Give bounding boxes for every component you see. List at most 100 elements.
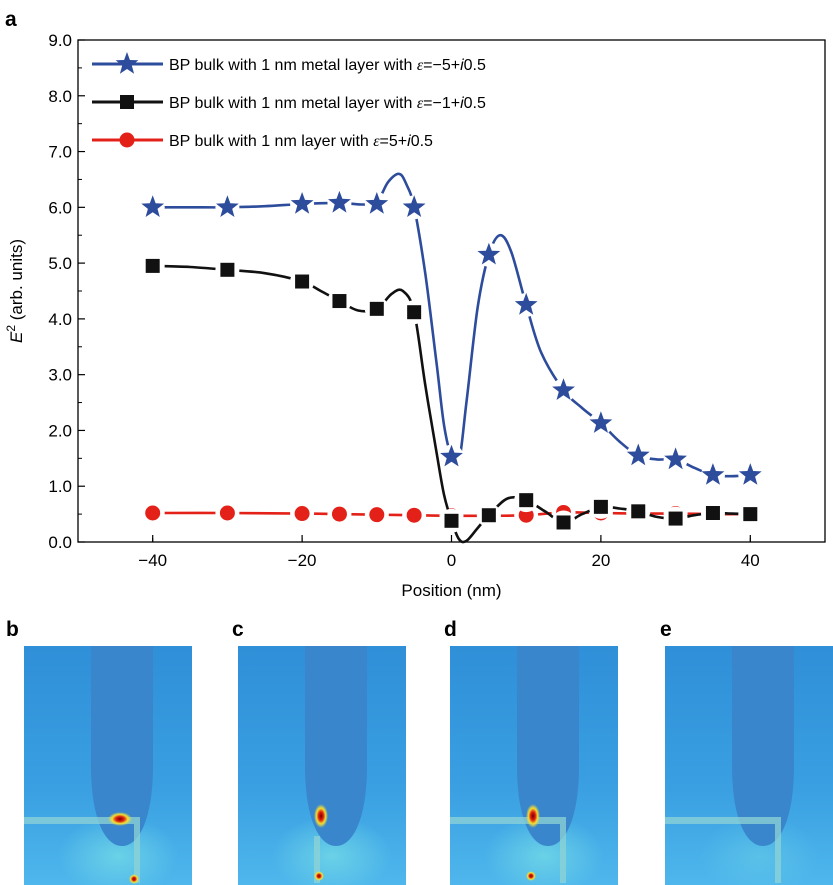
- data-point-square: [593, 499, 608, 514]
- legend-label-prefix: BP bulk with 1 nm metal layer with: [169, 57, 417, 74]
- inset-gutter: [641, 646, 665, 885]
- data-point-star: [477, 242, 501, 265]
- data-point-square: [332, 294, 347, 309]
- inset-panel-b: [0, 646, 192, 885]
- field-map-e: [641, 646, 833, 885]
- data-point-circle: [369, 507, 385, 523]
- legend-label-suffix: 0.5: [464, 57, 486, 74]
- y-axis-label-exponent: 2: [4, 325, 18, 332]
- metal-layer-side: [314, 836, 320, 883]
- legend-label-epsilon: ε: [417, 95, 424, 112]
- data-point-square: [668, 511, 683, 526]
- y-tick-label: 7.0: [48, 143, 72, 162]
- data-point-circle: [294, 506, 310, 522]
- data-point-star: [290, 192, 314, 214]
- legend-label: BP bulk with 1 nm metal layer with ε=−1+…: [169, 95, 486, 112]
- x-tick-label: −40: [138, 551, 167, 570]
- y-tick-label: 1.0: [48, 477, 72, 496]
- y-tick-label: 0.0: [48, 533, 72, 552]
- series-line-square: [152, 264, 751, 544]
- inset-panel-c: [214, 646, 406, 885]
- data-point-square: [444, 513, 459, 528]
- hotspot: [526, 804, 540, 828]
- series-line-star: [152, 172, 751, 478]
- y-tick-label: 4.0: [48, 310, 72, 329]
- series-square: [140, 253, 763, 544]
- data-point-star: [626, 443, 650, 466]
- data-point-circle: [406, 507, 422, 523]
- tip-shape: [91, 646, 153, 846]
- metal-layer: [665, 817, 775, 824]
- field-glow: [699, 816, 819, 885]
- data-point-square: [556, 515, 571, 530]
- x-tick-label: −20: [288, 551, 317, 570]
- data-point-square: [631, 504, 646, 519]
- data-point-star: [440, 444, 463, 467]
- metal-layer: [24, 817, 134, 824]
- hotspot: [314, 804, 328, 828]
- panel-b-label: b: [6, 618, 19, 641]
- hotspot-small: [129, 874, 139, 884]
- tip-shape: [517, 646, 579, 846]
- axes: −40 −20 0 20 40 0.0 1.0 2.0 3.0 4.0 5.0 6.0 7.0 8.0 9.…: [4, 31, 826, 600]
- y-axis-label-units: (arb. units): [7, 239, 26, 325]
- data-point-circle: [219, 505, 235, 521]
- y-tick-label: 5.0: [48, 254, 72, 273]
- inset-labels: b c d e: [0, 618, 833, 644]
- field-map-b: [0, 646, 192, 885]
- hotspot-small: [314, 871, 324, 881]
- metal-layer-side: [775, 817, 781, 883]
- data-point-square: [369, 301, 384, 316]
- legend-label-epsilon: ε: [373, 133, 380, 150]
- y-tick-label: 6.0: [48, 198, 72, 217]
- legend-label-value: =5+: [380, 133, 408, 150]
- data-point-star: [738, 463, 762, 485]
- inset-gutter: [0, 646, 24, 885]
- inset-gutter: [214, 646, 238, 885]
- data-point-circle: [331, 506, 347, 522]
- data-point-star: [141, 195, 165, 217]
- tip-shape: [305, 646, 367, 846]
- x-tick-label: 0: [447, 551, 456, 570]
- y-tick-label: 9.0: [48, 31, 72, 50]
- data-point-square: [519, 493, 534, 508]
- panel-d-label: d: [444, 618, 457, 641]
- data-point-star: [514, 292, 538, 315]
- legend-marker-circle: [119, 132, 135, 148]
- metal-layer-side: [560, 817, 566, 883]
- legend-marker-star: [115, 52, 139, 74]
- data-point-square: [481, 508, 496, 523]
- data-point-star: [328, 190, 351, 213]
- legend-label-imag: i: [407, 133, 411, 150]
- data-point-star: [365, 192, 389, 214]
- x-tick-label: 20: [591, 551, 610, 570]
- inset-panel-e: [641, 646, 833, 885]
- y-tick-label: 8.0: [48, 87, 72, 106]
- legend-label-epsilon: ε: [417, 57, 424, 74]
- legend-label-imag: i: [460, 57, 464, 74]
- x-tick-label: 40: [741, 551, 760, 570]
- field-map-d: [426, 646, 618, 885]
- legend-label-value: =−1+: [423, 95, 460, 112]
- legend-entry: BP bulk with 1 nm metal layer with ε=−5+…: [92, 52, 486, 74]
- data-point-star: [664, 447, 687, 470]
- panel-e-label: e: [660, 618, 672, 641]
- legend-label: BP bulk with 1 nm metal layer with ε=−5+…: [169, 57, 486, 74]
- field-glow: [58, 816, 178, 885]
- hotspot-small: [526, 871, 536, 881]
- data-point-square: [705, 505, 720, 520]
- legend-label-suffix: 0.5: [464, 95, 486, 112]
- legend: BP bulk with 1 nm metal layer with ε=−5+…: [92, 52, 486, 150]
- data-point-star: [589, 411, 613, 433]
- legend-entry: BP bulk with 1 nm metal layer with ε=−1+…: [92, 95, 486, 112]
- data-point-square: [407, 305, 422, 320]
- data-point-star: [216, 195, 239, 217]
- legend-label-prefix: BP bulk with 1 nm layer with: [169, 133, 373, 150]
- tip-shape: [732, 646, 794, 846]
- legend-label-prefix: BP bulk with 1 nm metal layer with: [169, 95, 417, 112]
- legend-label: BP bulk with 1 nm layer with ε=5+i0.5: [169, 133, 433, 150]
- inset-panel-d: [426, 646, 618, 885]
- field-glow: [484, 816, 604, 885]
- field-glow: [272, 816, 392, 885]
- data-point-square: [145, 258, 160, 273]
